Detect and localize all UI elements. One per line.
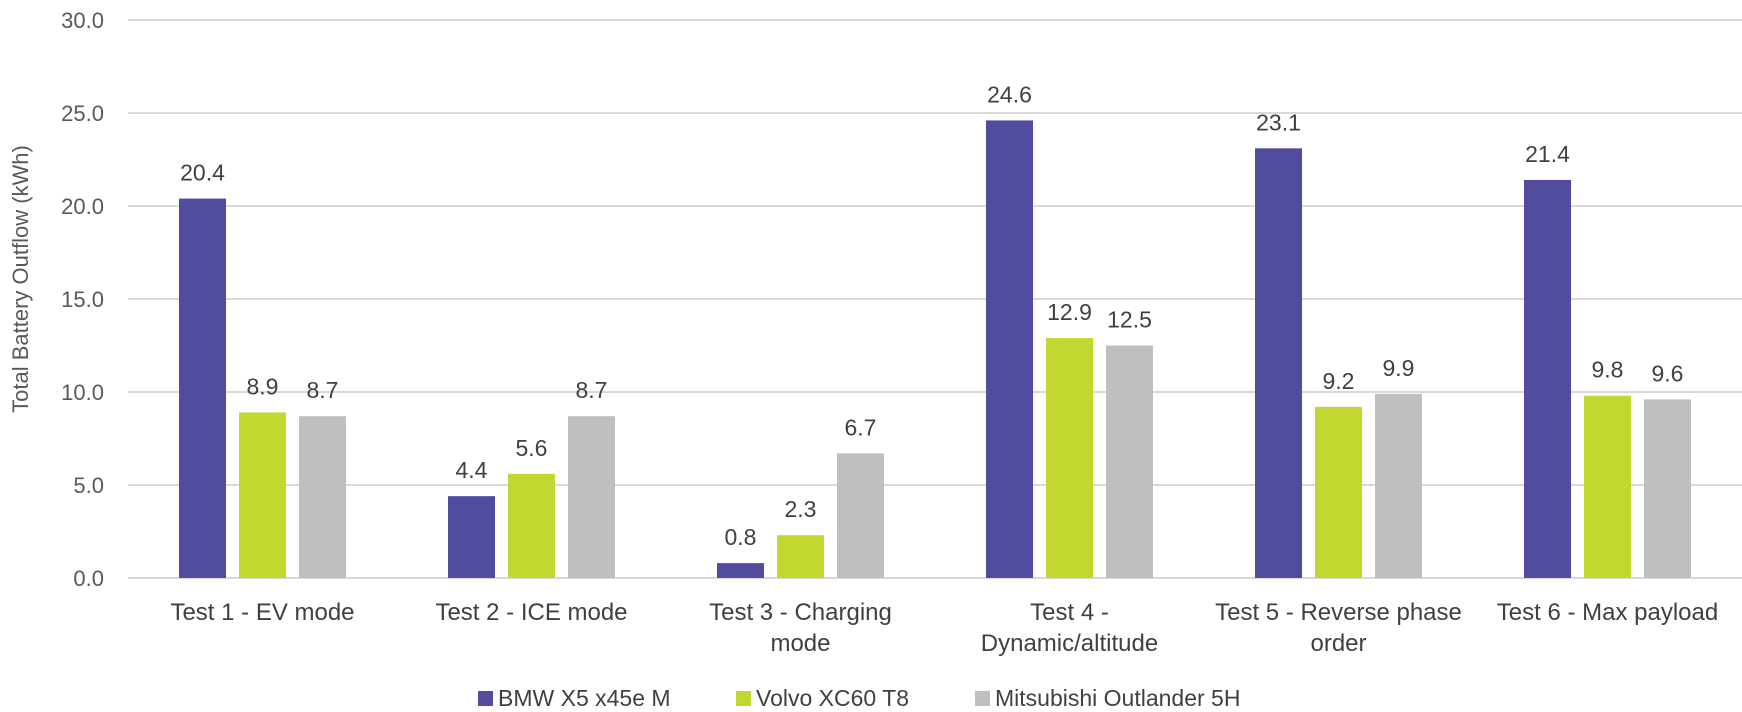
category-label: Test 1 - EV mode bbox=[170, 599, 354, 626]
data-label: 24.6 bbox=[987, 81, 1032, 107]
data-labels: 20.4 8.9 8.7 4.4 5.6 8.7 0.8 2.3 6.7 24.6 12.9 12.5… bbox=[180, 81, 1683, 550]
bar bbox=[1255, 148, 1302, 578]
data-label: 8.7 bbox=[307, 377, 339, 403]
data-label: 5.6 bbox=[516, 435, 548, 461]
y-axis-title: Total Battery Outflow (kWh) bbox=[8, 145, 33, 413]
legend-entry: Mitsubishi Outlander 5H bbox=[995, 685, 1240, 711]
category-label-line: Test 4 - bbox=[1030, 599, 1109, 626]
bar bbox=[717, 563, 764, 578]
data-label: 9.8 bbox=[1592, 357, 1624, 383]
bar bbox=[239, 412, 286, 578]
bar bbox=[1315, 406, 1362, 578]
y-tick-label: 10.0 bbox=[61, 380, 104, 405]
data-label: 8.9 bbox=[247, 373, 279, 399]
data-label: 20.4 bbox=[180, 160, 225, 186]
y-tick-label: 25.0 bbox=[61, 101, 104, 126]
bar bbox=[1106, 345, 1153, 578]
bar bbox=[1524, 179, 1571, 578]
y-tick-label: 30.0 bbox=[61, 8, 104, 33]
data-label: 6.7 bbox=[845, 414, 877, 440]
data-label: 9.6 bbox=[1652, 360, 1684, 386]
legend-swatch bbox=[975, 691, 990, 706]
category-label: Test 5 - Reverse phase order bbox=[1215, 599, 1462, 657]
bar bbox=[1375, 393, 1422, 578]
legend-entry: BMW X5 x45e M bbox=[498, 685, 671, 711]
bar bbox=[1644, 399, 1691, 578]
bar bbox=[1584, 395, 1631, 578]
category-label-line: Test 3 - Charging bbox=[709, 599, 892, 626]
category-label-line: Dynamic/altitude bbox=[981, 630, 1158, 657]
y-tick-label: 5.0 bbox=[73, 473, 104, 498]
bar bbox=[508, 473, 555, 578]
data-label: 8.7 bbox=[576, 377, 608, 403]
data-label: 9.2 bbox=[1323, 368, 1355, 394]
bar bbox=[568, 416, 615, 578]
x-axis-categories: Test 1 - EV mode Test 2 - ICE mode Test 3 … bbox=[170, 599, 1718, 657]
data-label: 21.4 bbox=[1525, 141, 1570, 167]
bar bbox=[179, 198, 226, 578]
bar bbox=[986, 120, 1033, 578]
data-label: 12.9 bbox=[1047, 299, 1092, 325]
category-label-line: Test 2 - ICE mode bbox=[435, 599, 627, 626]
data-label: 9.9 bbox=[1383, 355, 1415, 381]
category-label: Test 3 - Charging mode bbox=[709, 599, 892, 657]
data-label: 0.8 bbox=[725, 524, 757, 550]
category-label: Test 4 - Dynamic/altitude bbox=[981, 599, 1158, 657]
y-tick-label: 15.0 bbox=[61, 287, 104, 312]
bar bbox=[448, 496, 495, 578]
data-label: 23.1 bbox=[1256, 109, 1301, 135]
category-label-line: Test 6 - Max payload bbox=[1497, 599, 1718, 626]
category-label: Test 2 - ICE mode bbox=[435, 599, 627, 626]
legend-entry: Volvo XC60 T8 bbox=[756, 685, 909, 711]
bar bbox=[777, 535, 824, 578]
y-axis-ticks: 0.0 5.0 10.0 15.0 20.0 25.0 30.0 bbox=[61, 8, 104, 591]
data-label: 2.3 bbox=[785, 496, 817, 522]
category-label-line: Test 1 - EV mode bbox=[170, 599, 354, 626]
bar bbox=[299, 416, 346, 578]
legend: BMW X5 x45e M Volvo XC60 T8 Mitsubishi Out… bbox=[478, 685, 1240, 711]
category-label-line: Test 5 - Reverse phase bbox=[1215, 599, 1462, 626]
bars bbox=[179, 120, 1691, 578]
legend-swatch bbox=[736, 691, 751, 706]
bar bbox=[837, 453, 884, 578]
legend-swatch bbox=[478, 691, 493, 706]
category-label: Test 6 - Max payload bbox=[1497, 599, 1718, 626]
y-tick-label: 0.0 bbox=[73, 566, 104, 591]
bar bbox=[1046, 338, 1093, 578]
gridlines bbox=[128, 19, 1742, 579]
category-label-line: order bbox=[1310, 630, 1366, 657]
data-label: 4.4 bbox=[456, 457, 488, 483]
y-tick-label: 20.0 bbox=[61, 194, 104, 219]
data-label: 12.5 bbox=[1107, 307, 1152, 333]
category-label-line: mode bbox=[770, 630, 830, 657]
